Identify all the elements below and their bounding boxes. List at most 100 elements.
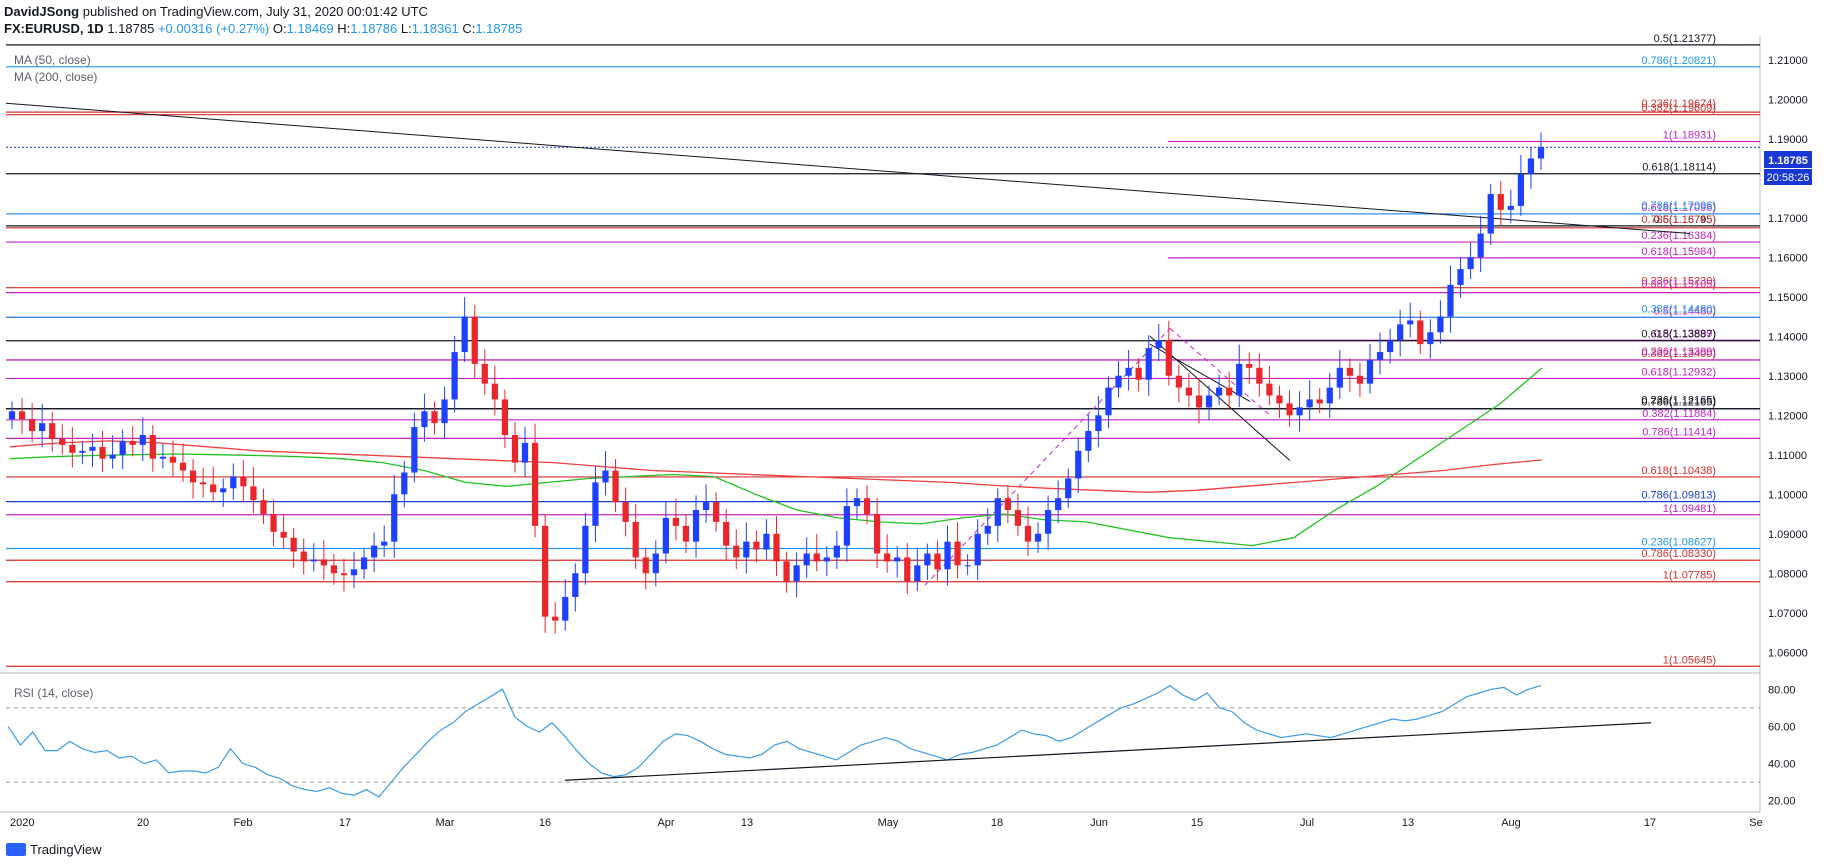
fib-level-label: 0.382(1.14480): [1641, 303, 1716, 315]
candle-body: [1517, 174, 1524, 206]
publisher-line: DavidJSong published on TradingView.com,…: [4, 3, 522, 20]
candle-body: [1065, 478, 1072, 499]
candle-body: [200, 482, 207, 485]
candle-body: [1386, 340, 1394, 353]
candle-body: [189, 470, 197, 483]
symbol-label[interactable]: FX:EURUSD, 1D: [4, 21, 104, 36]
candle-body: [1527, 158, 1535, 175]
legends: MA (50, close) MA (200, close) RSI (14, …: [14, 53, 97, 700]
price-tick-label: 1.07000: [1768, 608, 1808, 620]
candle-body: [1195, 395, 1203, 408]
tradingview-logo[interactable]: TradingView: [6, 842, 102, 857]
rsi-line: [7, 684, 1542, 798]
fib-level-label: 0.786(1.09813): [1641, 490, 1716, 502]
candle-body: [89, 446, 96, 451]
fib-level-label: 0.618(1.18114): [1642, 162, 1716, 174]
ma200-legend[interactable]: MA (200, close): [14, 70, 97, 84]
candle-body: [723, 521, 730, 546]
candle-body: [49, 423, 56, 439]
candle-body: [1497, 194, 1504, 210]
time-tick-label: Jun: [1090, 817, 1108, 829]
candle-body: [300, 551, 307, 562]
candle-body: [1457, 269, 1464, 285]
candle-body: [310, 559, 317, 562]
candle-body: [1055, 498, 1062, 511]
countdown-text: 20:58:26: [1767, 172, 1810, 184]
high-label: H:: [337, 21, 351, 36]
candle-body: [240, 476, 247, 487]
time-tick-label: 17: [339, 817, 351, 829]
candle-body: [381, 541, 388, 546]
candle-body: [210, 484, 217, 493]
author-name[interactable]: DavidJSong: [4, 4, 80, 19]
candle-body: [1417, 320, 1424, 345]
rsi-legend[interactable]: RSI (14, close): [14, 686, 93, 700]
candle-body: [1356, 375, 1364, 384]
candle-body: [934, 553, 941, 570]
candle-body: [1095, 415, 1102, 432]
candle-body: [1014, 510, 1022, 526]
candle-body: [1165, 340, 1172, 376]
candle-body: [652, 553, 659, 574]
candle-body: [79, 450, 86, 453]
candle-body: [1306, 399, 1313, 408]
fib-level-label: 0.618(1.13887): [1641, 329, 1716, 341]
candle-body: [491, 383, 498, 400]
candle-body: [964, 565, 971, 567]
candle-body: [642, 557, 649, 574]
candle-body: [994, 498, 1001, 526]
fib-level-label: 0.786(1.12165): [1641, 397, 1716, 409]
time-tick-label: 13: [1402, 817, 1414, 829]
channel-lower-dashed: [1169, 327, 1271, 416]
candle-body: [692, 510, 700, 542]
candle-body: [572, 573, 579, 597]
candle-body: [411, 427, 418, 473]
countdown-badge-bg: [1764, 169, 1812, 185]
candle-body: [833, 545, 840, 558]
candle-body: [29, 419, 36, 432]
low-value: 1.18361: [411, 21, 459, 36]
time-tick-label: Aug: [1501, 817, 1521, 829]
candle-body: [1135, 367, 1142, 380]
candle-body: [1537, 147, 1545, 159]
candle-body: [582, 525, 589, 574]
price-tick-label: 1.20000: [1768, 94, 1808, 106]
low-label: L:: [400, 21, 412, 36]
candle-body: [149, 435, 156, 459]
candle-body: [1004, 498, 1011, 511]
time-tick-label: 13: [741, 817, 753, 829]
candle-body: [843, 506, 851, 546]
fib-level-label: 0.5(1.14480): [1654, 305, 1716, 317]
fib-level-label: 0.786(1.16745): [1641, 214, 1716, 226]
candle-body: [119, 440, 126, 455]
price-tick-label: 1.10000: [1768, 489, 1808, 501]
channel-upper-dashed: [924, 328, 1171, 586]
price-tick-label: 1.08000: [1768, 568, 1808, 580]
candle-body: [1376, 352, 1384, 360]
candle-body: [823, 557, 830, 562]
candle-body: [1034, 533, 1042, 542]
candle-body: [320, 559, 327, 566]
candle-body: [441, 399, 448, 424]
time-tick-label: 17: [1644, 817, 1656, 829]
ma50-legend[interactable]: MA (50, close): [14, 53, 91, 67]
candle-body: [129, 440, 136, 445]
fib-level-label: 0.618(1.12932): [1641, 366, 1716, 378]
candle-body: [1427, 332, 1434, 345]
time-tick-label: 2020: [10, 817, 34, 829]
candle-body: [602, 470, 609, 483]
time-tick-label: 16: [539, 817, 551, 829]
last-price: 1.18785: [107, 21, 155, 36]
fib-level-label: 0.5(1.21377): [1654, 33, 1716, 45]
candle-body: [471, 316, 478, 364]
candle-body: [531, 442, 539, 526]
candle-body: [280, 531, 287, 538]
candle-body: [1105, 387, 1112, 416]
candle-body: [501, 399, 509, 435]
brand-text: TradingView: [30, 842, 102, 857]
candle-body: [1507, 205, 1514, 210]
candle-body: [1437, 316, 1444, 333]
fib-levels: 0.5(1.21377) 0.786(1.20821) 0.236(1.19674)…: [6, 33, 1760, 667]
candle-body: [401, 472, 408, 495]
